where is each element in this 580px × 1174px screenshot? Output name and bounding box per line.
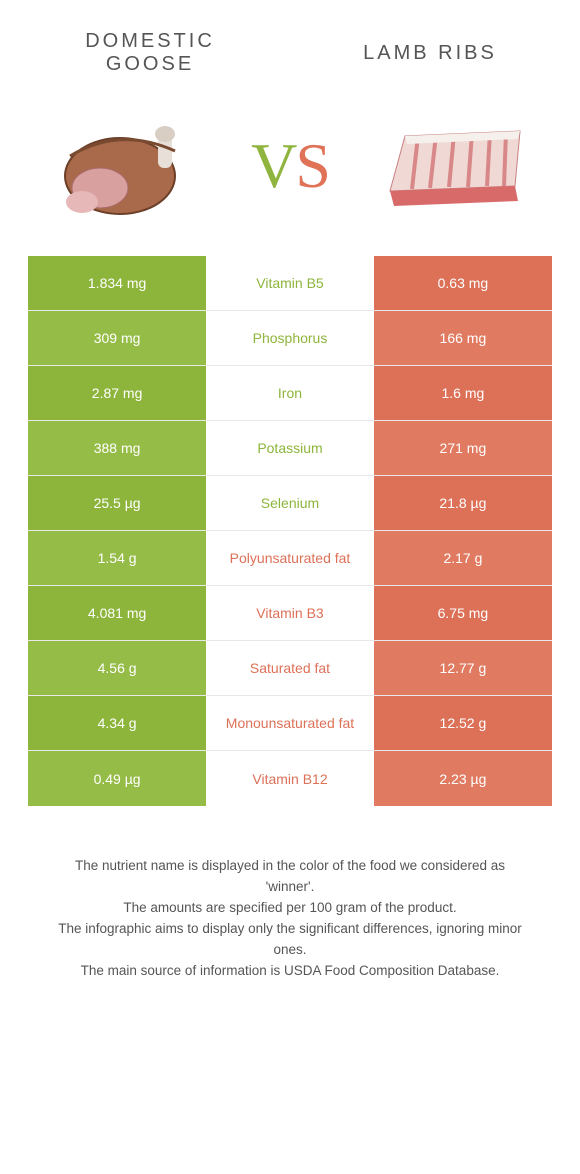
value-right: 21.8 µg bbox=[374, 476, 552, 530]
value-right: 2.23 µg bbox=[374, 751, 552, 806]
nutrient-label: Polyunsaturated fat bbox=[206, 531, 374, 585]
table-row: 25.5 µgSelenium21.8 µg bbox=[28, 476, 552, 531]
vs-v: V bbox=[251, 130, 295, 201]
value-left: 1.834 mg bbox=[28, 256, 206, 310]
value-right: 12.77 g bbox=[374, 641, 552, 695]
table-row: 4.56 gSaturated fat12.77 g bbox=[28, 641, 552, 696]
images-row: VS bbox=[0, 86, 580, 256]
nutrient-table: 1.834 mgVitamin B50.63 mg309 mgPhosphoru… bbox=[0, 256, 580, 806]
table-row: 2.87 mgIron1.6 mg bbox=[28, 366, 552, 421]
footer-line-3: The infographic aims to display only the… bbox=[50, 919, 530, 961]
footer-line-4: The main source of information is USDA F… bbox=[50, 961, 530, 982]
value-right: 12.52 g bbox=[374, 696, 552, 750]
nutrient-label: Selenium bbox=[206, 476, 374, 530]
nutrient-label: Monounsaturated fat bbox=[206, 696, 374, 750]
value-left: 4.34 g bbox=[28, 696, 206, 750]
table-row: 388 mgPotassium271 mg bbox=[28, 421, 552, 476]
table-row: 0.49 µgVitamin B122.23 µg bbox=[28, 751, 552, 806]
value-right: 0.63 mg bbox=[374, 256, 552, 310]
footer-line-2: The amounts are specified per 100 gram o… bbox=[50, 898, 530, 919]
title-left: DOMESTIC GOOSE bbox=[50, 30, 250, 76]
goose-image bbox=[40, 106, 210, 226]
nutrient-label: Vitamin B5 bbox=[206, 256, 374, 310]
table-row: 4.081 mgVitamin B36.75 mg bbox=[28, 586, 552, 641]
value-right: 271 mg bbox=[374, 421, 552, 475]
value-left: 388 mg bbox=[28, 421, 206, 475]
title-right: LAMB RIBS bbox=[330, 30, 530, 76]
value-left: 0.49 µg bbox=[28, 751, 206, 806]
nutrient-label: Vitamin B3 bbox=[206, 586, 374, 640]
nutrient-label: Iron bbox=[206, 366, 374, 420]
nutrient-label: Phosphorus bbox=[206, 311, 374, 365]
nutrient-label: Saturated fat bbox=[206, 641, 374, 695]
value-left: 4.56 g bbox=[28, 641, 206, 695]
lamb-ribs-image bbox=[370, 106, 540, 226]
table-row: 309 mgPhosphorus166 mg bbox=[28, 311, 552, 366]
value-left: 25.5 µg bbox=[28, 476, 206, 530]
nutrient-label: Potassium bbox=[206, 421, 374, 475]
footer-notes: The nutrient name is displayed in the co… bbox=[0, 806, 580, 982]
value-left: 4.081 mg bbox=[28, 586, 206, 640]
table-row: 1.834 mgVitamin B50.63 mg bbox=[28, 256, 552, 311]
value-left: 1.54 g bbox=[28, 531, 206, 585]
vs-s: S bbox=[295, 130, 329, 201]
nutrient-label: Vitamin B12 bbox=[206, 751, 374, 806]
value-right: 166 mg bbox=[374, 311, 552, 365]
vs-label: VS bbox=[251, 129, 329, 203]
header: DOMESTIC GOOSE LAMB RIBS bbox=[0, 0, 580, 86]
table-row: 4.34 gMonounsaturated fat12.52 g bbox=[28, 696, 552, 751]
value-right: 1.6 mg bbox=[374, 366, 552, 420]
value-right: 2.17 g bbox=[374, 531, 552, 585]
value-right: 6.75 mg bbox=[374, 586, 552, 640]
footer-line-1: The nutrient name is displayed in the co… bbox=[50, 856, 530, 898]
table-row: 1.54 gPolyunsaturated fat2.17 g bbox=[28, 531, 552, 586]
value-left: 309 mg bbox=[28, 311, 206, 365]
value-left: 2.87 mg bbox=[28, 366, 206, 420]
